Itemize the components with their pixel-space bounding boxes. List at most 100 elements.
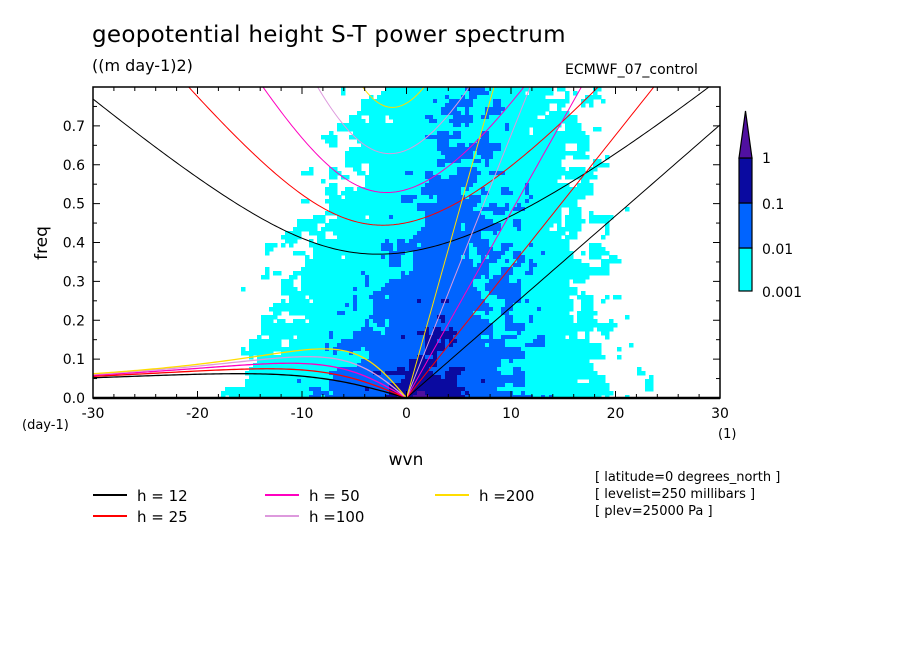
spectrum-cell (453, 155, 458, 160)
spectrum-cell (509, 191, 514, 196)
spectrum-cell (289, 287, 294, 292)
spectrum-cell (505, 107, 510, 112)
spectrum-cell (509, 295, 514, 300)
spectrum-heatmap (221, 87, 654, 398)
spectrum-cell (537, 339, 542, 344)
spectrum-cell (469, 231, 474, 236)
spectrum-cell (485, 163, 490, 168)
spectrum-cell (593, 251, 598, 256)
spectrum-cell (549, 203, 554, 208)
spectrum-cell (333, 363, 338, 368)
spectrum-cell (385, 359, 390, 364)
spectrum-cell (465, 299, 470, 304)
spectrum-cell (417, 139, 422, 144)
spectrum-cell (525, 195, 530, 200)
spectrum-cell (357, 339, 362, 344)
spectrum-cell (377, 231, 382, 236)
spectrum-cell (437, 163, 442, 168)
spectrum-cell (389, 203, 394, 208)
spectrum-cell (533, 179, 538, 184)
spectrum-cell (337, 291, 342, 296)
spectrum-cell (581, 355, 586, 360)
spectrum-cell (557, 103, 562, 108)
spectrum-cell (337, 195, 342, 200)
spectrum-cell (449, 175, 454, 180)
spectrum-cell (593, 347, 598, 352)
spectrum-cell (489, 331, 494, 336)
spectrum-cell (449, 331, 454, 336)
spectrum-cell (485, 95, 490, 100)
spectrum-cell (529, 327, 534, 332)
spectrum-cell (293, 331, 298, 336)
spectrum-cell (301, 307, 306, 312)
spectrum-cell (553, 299, 558, 304)
spectrum-cell (497, 255, 502, 260)
spectrum-cell (377, 291, 382, 296)
spectrum-cell (445, 283, 450, 288)
spectrum-cell (385, 175, 390, 180)
spectrum-cell (529, 167, 534, 172)
spectrum-cell (349, 203, 354, 208)
spectrum-cell (385, 103, 390, 108)
spectrum-cell (549, 311, 554, 316)
spectrum-cell (425, 91, 430, 96)
spectrum-cell (589, 319, 594, 324)
spectrum-cell (597, 219, 602, 224)
spectrum-cell (529, 207, 534, 212)
spectrum-cell (445, 179, 450, 184)
spectrum-cell (345, 251, 350, 256)
spectrum-cell (333, 143, 338, 148)
spectrum-cell (521, 255, 526, 260)
spectrum-cell (465, 199, 470, 204)
spectrum-cell (425, 151, 430, 156)
spectrum-cell (437, 167, 442, 172)
spectrum-cell (401, 243, 406, 248)
spectrum-cell (561, 295, 566, 300)
spectrum-cell (573, 335, 578, 340)
spectrum-cell (469, 103, 474, 108)
spectrum-cell (333, 331, 338, 336)
spectrum-cell (497, 191, 502, 196)
spectrum-cell (485, 335, 490, 340)
spectrum-cell (461, 291, 466, 296)
spectrum-cell (585, 147, 590, 152)
spectrum-cell (393, 211, 398, 216)
spectrum-cell (429, 215, 434, 220)
spectrum-cell (281, 291, 286, 296)
spectrum-cell (505, 127, 510, 132)
spectrum-cell (293, 363, 298, 368)
spectrum-cell (457, 315, 462, 320)
spectrum-cell (369, 279, 374, 284)
spectrum-cell (485, 331, 490, 336)
spectrum-cell (313, 339, 318, 344)
spectrum-cell (429, 87, 434, 92)
spectrum-cell (305, 299, 310, 304)
spectrum-cell (445, 235, 450, 240)
spectrum-cell (389, 311, 394, 316)
spectrum-cell (557, 275, 562, 280)
spectrum-cell (421, 99, 426, 104)
spectrum-cell (477, 231, 482, 236)
spectrum-cell (397, 147, 402, 152)
spectrum-cell (385, 363, 390, 368)
spectrum-cell (413, 91, 418, 96)
spectrum-cell (565, 99, 570, 104)
spectrum-cell (389, 107, 394, 112)
spectrum-cell (345, 287, 350, 292)
spectrum-cell (413, 111, 418, 116)
spectrum-cell (533, 115, 538, 120)
spectrum-cell (369, 315, 374, 320)
spectrum-cell (501, 207, 506, 212)
spectrum-cell (517, 363, 522, 368)
spectrum-cell (453, 371, 458, 376)
spectrum-cell (365, 111, 370, 116)
spectrum-cell (497, 143, 502, 148)
spectrum-cell (489, 263, 494, 268)
spectrum-cell (509, 367, 514, 372)
spectrum-cell (397, 315, 402, 320)
spectrum-cell (533, 295, 538, 300)
spectrum-cell (389, 191, 394, 196)
spectrum-cell (597, 95, 602, 100)
spectrum-cell (417, 279, 422, 284)
spectrum-cell (297, 319, 302, 324)
